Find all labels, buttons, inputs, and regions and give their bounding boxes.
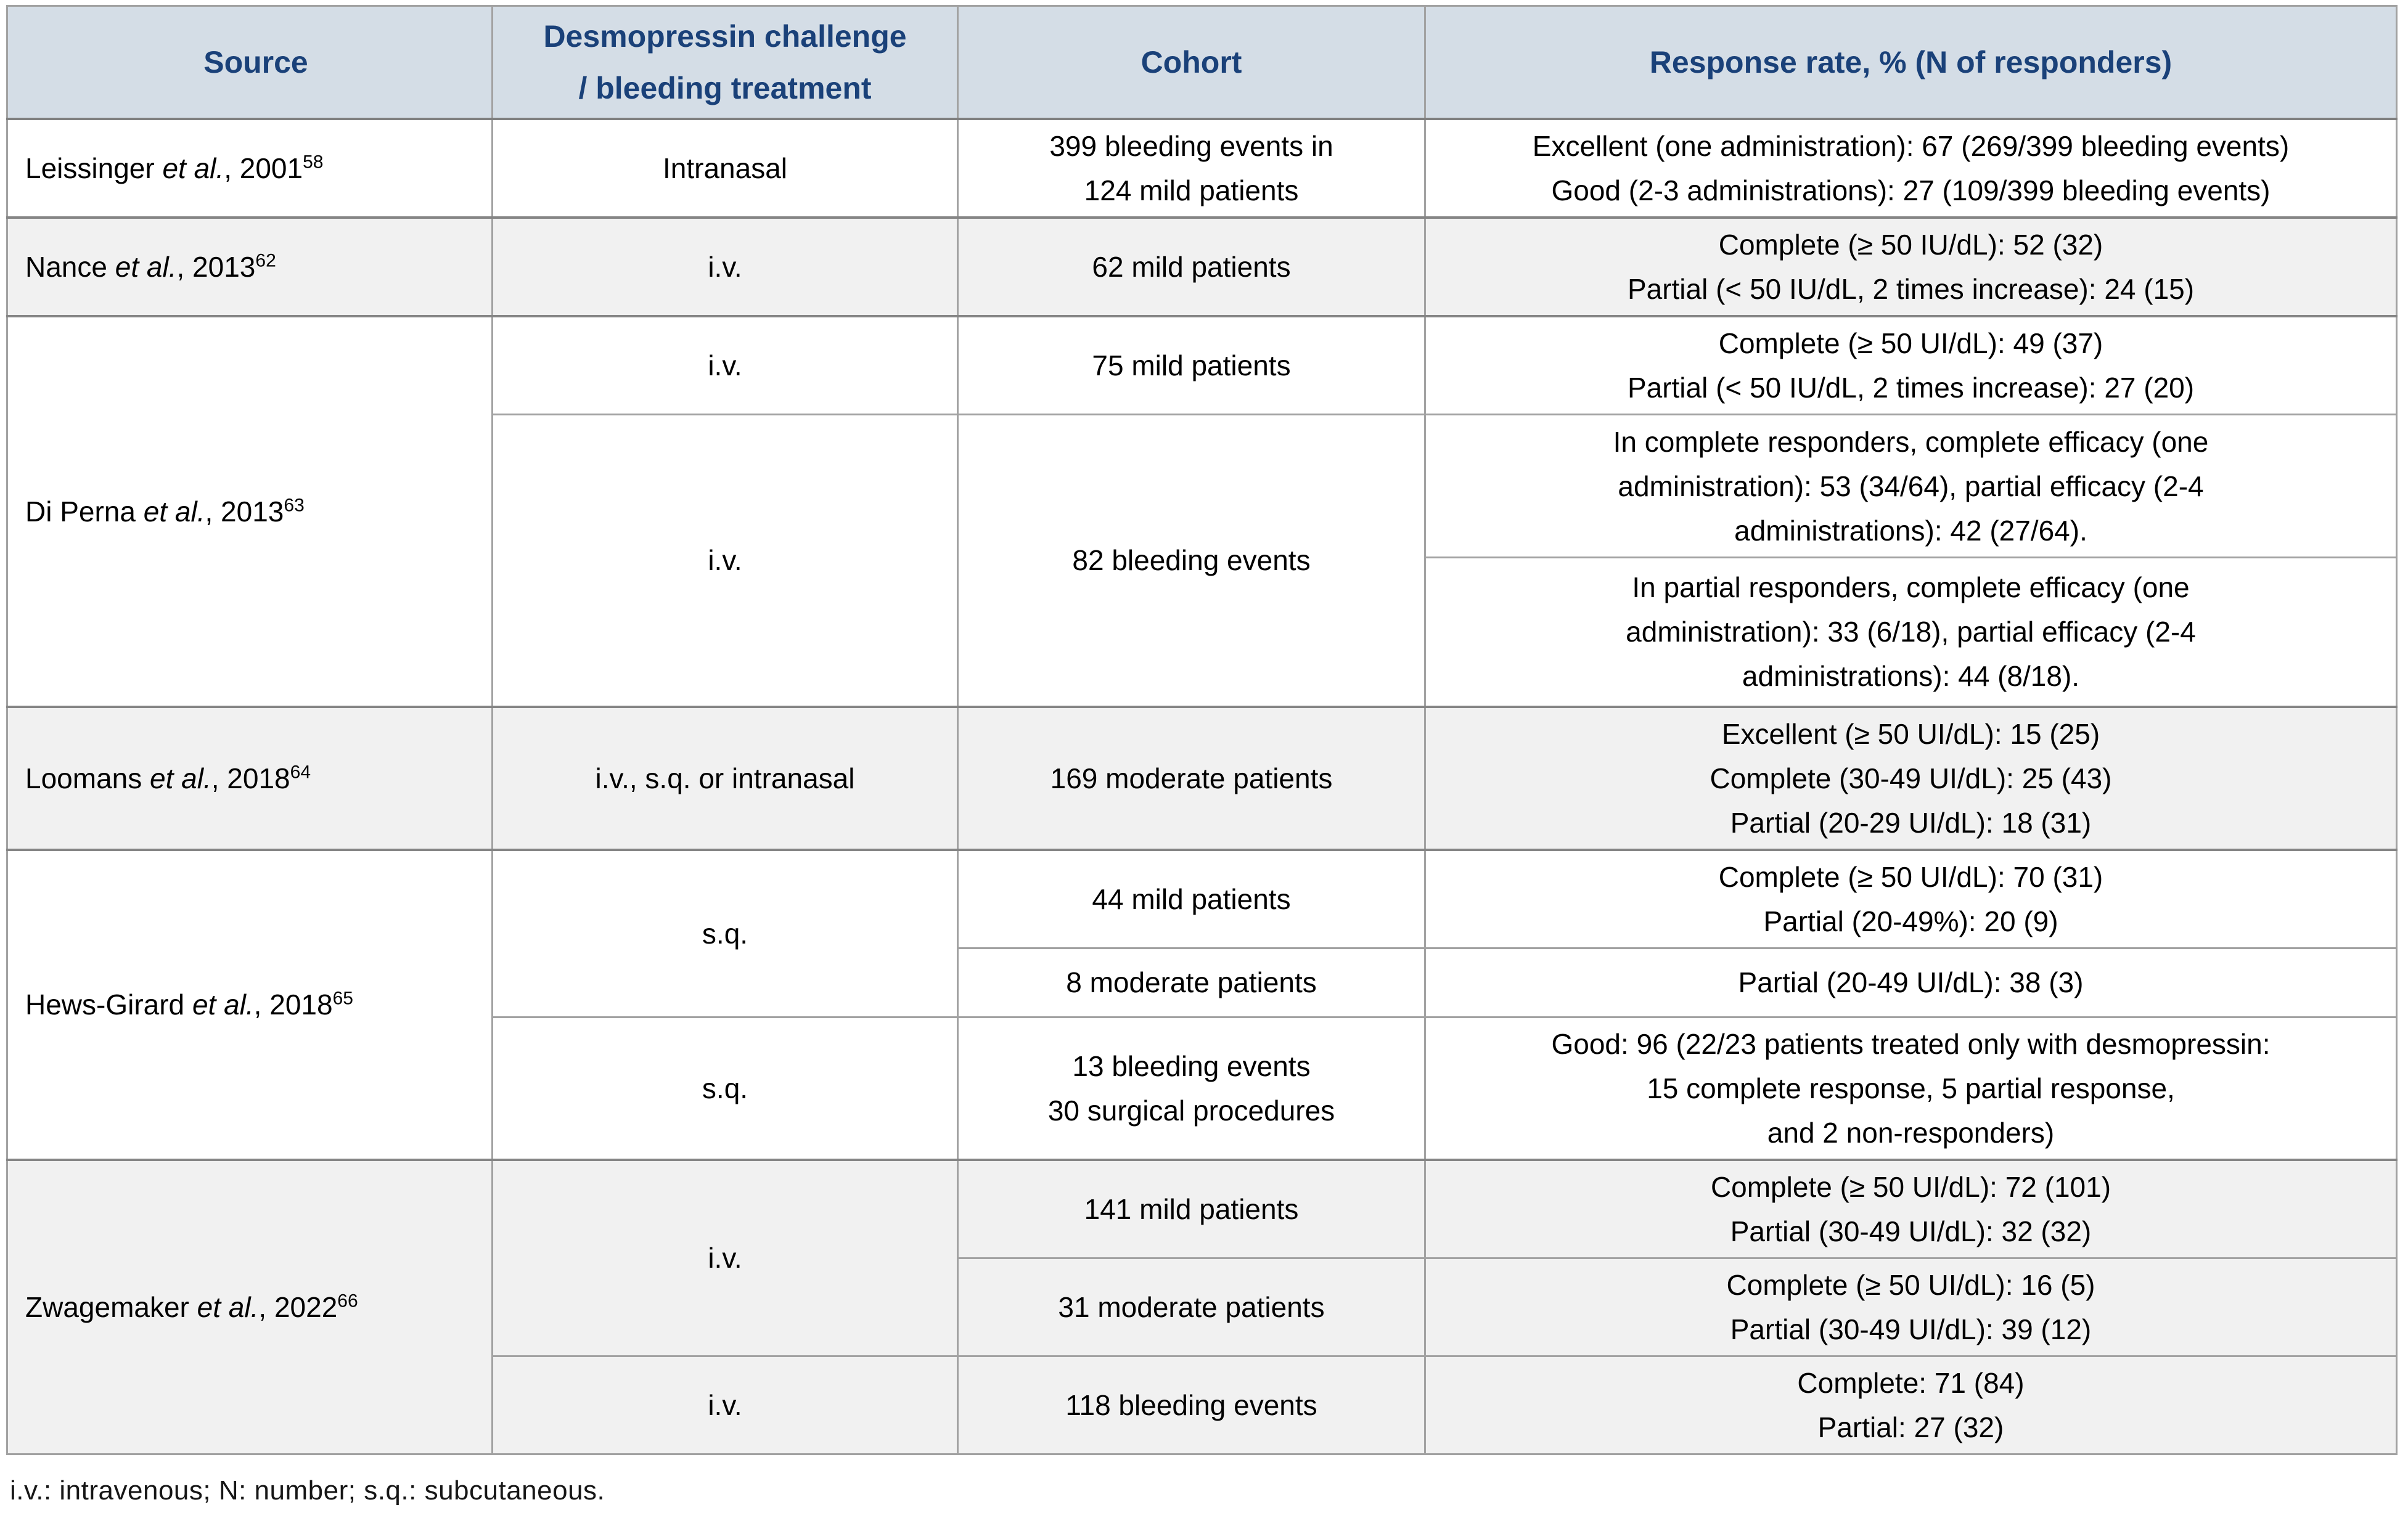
source-year: , 2018 (253, 989, 333, 1021)
row-leissinger: Leissinger et al., 200158 Intranasal 399… (6, 118, 2398, 219)
cohort-cell: 62 mild patients (957, 216, 1426, 317)
cohort-cell: 44 mild patients (957, 848, 1426, 949)
header-treatment: Desmopressin challenge / bleeding treatm… (491, 5, 959, 120)
cohort-cell: 8 moderate patients (957, 947, 1426, 1018)
source-text: Hews-Girard (25, 989, 192, 1021)
cohort-cell: 169 moderate patients (957, 705, 1426, 850)
treatment-cell: i.v. (491, 315, 959, 415)
header-response: Response rate, % (N of responders) (1424, 5, 2398, 120)
source-cell-loomans: Loomans et al., 201864 (6, 705, 493, 850)
source-text: Leissinger (25, 152, 163, 184)
source-text: Nance (25, 251, 115, 283)
source-year: , 2013 (205, 495, 284, 528)
row-diperna-2: i.v. 82 bleeding events In complete resp… (7, 414, 2398, 708)
header-row: Source Desmopressin challenge / bleeding… (6, 5, 2398, 120)
row-loomans: Loomans et al., 201864 i.v., s.q. or int… (6, 705, 2398, 850)
reference-superscript: 64 (290, 762, 311, 783)
header-source: Source (6, 5, 493, 120)
cohort-cell: 399 bleeding events in 124 mild patients (957, 118, 1426, 219)
row-diperna-1: Di Perna et al., 201363 i.v. 75 mild pat… (6, 315, 2398, 708)
treatment-cell: Intranasal (491, 118, 959, 219)
response-cell: Good: 96 (22/23 patients treated only wi… (1424, 1016, 2398, 1160)
source-text: Loomans (25, 762, 150, 794)
source-cell-zwagemaker: Zwagemaker et al., 202266 (6, 1158, 493, 1455)
response-cell: Complete (≥ 50 UI/dL): 16 (5) Partial (3… (1424, 1257, 2398, 1357)
response-cell: Complete: 71 (84) Partial: 27 (32) (1424, 1355, 2398, 1455)
cohort-cell: 118 bleeding events (957, 1355, 1426, 1455)
response-cell: Complete (≥ 50 UI/dL): 49 (37) Partial (… (1424, 315, 2398, 415)
treatment-cell: i.v. (491, 1158, 959, 1357)
treatment-cell: i.v., s.q. or intranasal (491, 705, 959, 850)
treatment-cell: i.v. (491, 414, 959, 708)
treatment-cell: s.q. (491, 1016, 959, 1160)
row-zwagemaker-1: Zwagemaker et al., 202266 i.v. 141 mild … (6, 1158, 2398, 1455)
response-cell: Complete (≥ 50 UI/dL): 70 (31) Partial (… (1424, 848, 2398, 949)
cohort-cell: 31 moderate patients (957, 1257, 1426, 1357)
reference-superscript: 63 (284, 495, 305, 516)
source-etal: et al. (143, 495, 205, 528)
source-etal: et al. (150, 762, 211, 794)
source-cell-nance: Nance et al., 201362 (6, 216, 493, 317)
treatment-cell: i.v. (491, 1355, 959, 1455)
source-cell-hewsgirard: Hews-Girard et al., 201865 (6, 848, 493, 1160)
source-year: , 2001 (224, 152, 303, 184)
header-cohort: Cohort (957, 5, 1426, 120)
cohort-cell: 75 mild patients (957, 315, 1426, 415)
treatment-cell: s.q. (491, 848, 959, 1018)
treatment-cell: i.v. (491, 216, 959, 317)
abbreviations-footnote: i.v.: intravenous; N: number; s.q.: subc… (10, 1475, 605, 1506)
source-year: , 2018 (211, 762, 290, 794)
desmopressin-response-rate-table: Source Desmopressin challenge / bleeding… (6, 5, 2398, 1455)
row-hewsgirard-1: Hews-Girard et al., 201865 s.q. 44 mild … (6, 848, 2398, 1160)
source-etal: et al. (115, 251, 177, 283)
source-cell-diperna: Di Perna et al., 201363 (6, 315, 493, 708)
cohort-cell: 13 bleeding events 30 surgical procedure… (957, 1016, 1426, 1160)
reference-superscript: 66 (337, 1291, 358, 1311)
cohort-cell: 82 bleeding events (957, 414, 1426, 708)
response-cell: In complete responders, complete efficac… (1424, 414, 2398, 558)
source-etal: et al. (192, 989, 254, 1021)
response-cell: Excellent (≥ 50 UI/dL): 15 (25) Complete… (1424, 705, 2398, 850)
row-nance: Nance et al., 201362 i.v. 62 mild patien… (6, 216, 2398, 317)
source-etal: et al. (197, 1291, 259, 1323)
table-header: Source Desmopressin challenge / bleeding… (6, 5, 2398, 120)
reference-superscript: 62 (255, 250, 276, 271)
reference-superscript: 65 (332, 988, 353, 1009)
response-cell: In partial responders, complete efficacy… (1424, 557, 2398, 708)
source-cell-leissinger: Leissinger et al., 200158 (6, 118, 493, 219)
response-cell: Complete (≥ 50 UI/dL): 72 (101) Partial … (1424, 1158, 2398, 1259)
source-etal: et al. (162, 152, 224, 184)
source-year: , 2013 (176, 251, 256, 283)
response-cell: Partial (20-49 UI/dL): 38 (3) (1424, 947, 2398, 1018)
source-text: Zwagemaker (25, 1291, 197, 1323)
source-year: , 2022 (258, 1291, 338, 1323)
cohort-cell: 141 mild patients (957, 1158, 1426, 1259)
response-cell: Excellent (one administration): 67 (269/… (1424, 118, 2398, 219)
response-cell: Complete (≥ 50 IU/dL): 52 (32) Partial (… (1424, 216, 2398, 317)
reference-superscript: 58 (303, 152, 324, 173)
source-text: Di Perna (25, 495, 144, 528)
